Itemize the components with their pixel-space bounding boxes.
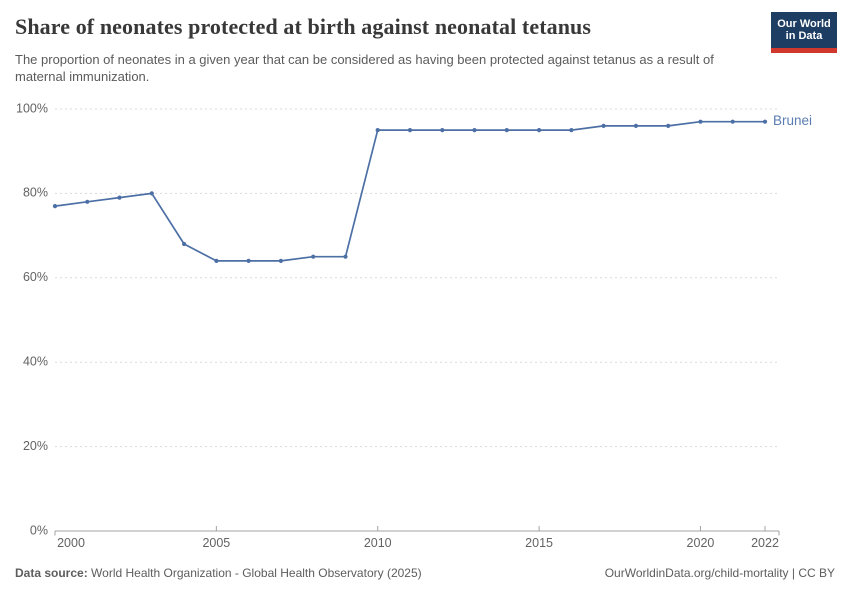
x-tick-label-2000: 2000 bbox=[57, 536, 85, 550]
x-tick-label-2005: 2005 bbox=[202, 536, 230, 550]
y-tick-label-80: 80% bbox=[23, 186, 48, 200]
data-point-brunei-2019[interactable] bbox=[666, 123, 671, 128]
data-point-brunei-2018[interactable] bbox=[633, 123, 639, 128]
owid-logo[interactable]: Our World in Data bbox=[771, 12, 837, 53]
x-tick-label-2020: 2020 bbox=[687, 536, 715, 550]
data-point-brunei-2008[interactable] bbox=[311, 254, 316, 259]
y-tick-label-100: 100% bbox=[16, 101, 48, 115]
data-point-brunei-2012[interactable] bbox=[440, 128, 445, 133]
x-tick-label-2015: 2015 bbox=[525, 536, 553, 550]
data-source-label: Data source: bbox=[15, 566, 88, 580]
data-point-brunei-2020[interactable] bbox=[698, 119, 703, 124]
data-point-brunei-2009[interactable] bbox=[343, 254, 348, 259]
x-tick-label-2022: 2022 bbox=[751, 536, 779, 550]
chart-title: Share of neonates protected at birth aga… bbox=[15, 14, 592, 39]
data-point-brunei-2021[interactable] bbox=[730, 119, 735, 124]
data-point-brunei-2011[interactable] bbox=[407, 128, 413, 133]
data-point-brunei-2002[interactable] bbox=[117, 195, 122, 200]
data-point-brunei-2006[interactable] bbox=[246, 258, 251, 263]
data-point-brunei-2003[interactable] bbox=[149, 191, 154, 196]
series-line-brunei[interactable] bbox=[54, 120, 765, 262]
data-point-brunei-2000[interactable] bbox=[52, 204, 58, 209]
data-point-brunei-2004[interactable] bbox=[182, 241, 187, 247]
data-point-brunei-2022[interactable] bbox=[762, 119, 768, 124]
data-point-brunei-2005[interactable] bbox=[214, 258, 219, 263]
data-point-brunei-2013[interactable] bbox=[472, 128, 477, 133]
chart-subtitle: The proportion of neonates in a given ye… bbox=[15, 52, 714, 84]
y-tick-label-20: 20% bbox=[23, 439, 48, 453]
chart-footer: Data source: World Health Organization -… bbox=[15, 566, 835, 580]
data-source: Data source: World Health Organization -… bbox=[15, 566, 422, 580]
series-label-brunei[interactable]: Brunei bbox=[773, 113, 812, 128]
data-point-brunei-2016[interactable] bbox=[569, 128, 574, 133]
footer-link[interactable]: OurWorldinData.org/child-mortality | CC … bbox=[604, 566, 835, 580]
y-tick-label-0: 0% bbox=[30, 523, 48, 537]
data-point-brunei-2015[interactable] bbox=[537, 128, 542, 133]
data-point-brunei-2014[interactable] bbox=[504, 128, 509, 133]
data-source-text: World Health Organization - Global Healt… bbox=[87, 566, 422, 580]
owid-logo-line1: Our World bbox=[777, 18, 831, 30]
owid-logo-box: Our World in Data bbox=[771, 12, 837, 48]
x-tick-label-2010: 2010 bbox=[364, 536, 392, 550]
data-point-brunei-2017[interactable] bbox=[601, 123, 606, 128]
data-point-brunei-2010[interactable] bbox=[375, 128, 380, 133]
data-point-brunei-2001[interactable] bbox=[85, 199, 90, 204]
data-point-brunei-2007[interactable] bbox=[278, 258, 283, 263]
y-tick-label-60: 60% bbox=[23, 270, 48, 284]
y-tick-label-40: 40% bbox=[23, 354, 48, 368]
owid-logo-line2: in Data bbox=[785, 30, 823, 42]
owid-logo-red-bar bbox=[771, 48, 837, 53]
